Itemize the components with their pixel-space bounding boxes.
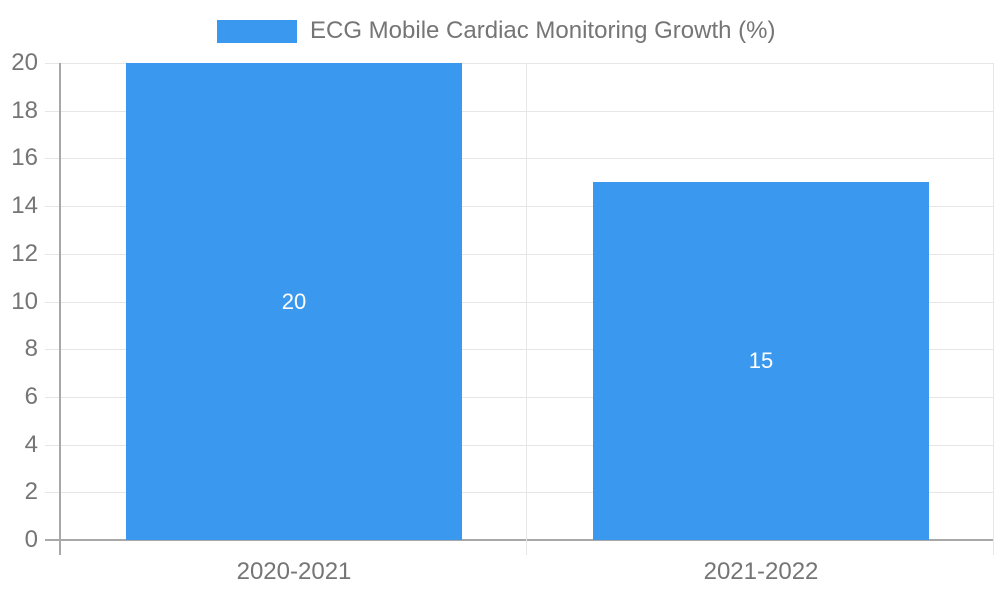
y-axis-tick-label: 18 bbox=[11, 97, 38, 124]
h-gridline bbox=[45, 445, 994, 446]
h-gridline bbox=[45, 206, 994, 207]
y-axis-tick-label: 10 bbox=[11, 288, 38, 315]
y-axis-tick-label: 14 bbox=[11, 192, 38, 219]
v-gridline bbox=[526, 63, 527, 555]
h-gridline bbox=[45, 254, 994, 255]
legend-label: ECG Mobile Cardiac Monitoring Growth (%) bbox=[310, 17, 776, 44]
y-axis-tick-label: 0 bbox=[24, 526, 38, 553]
x-axis-label-2021-2022: 2021-2022 bbox=[703, 558, 819, 585]
y-axis-tick-label: 16 bbox=[11, 144, 38, 171]
y-axis-tick-label: 6 bbox=[24, 383, 38, 410]
h-gridline bbox=[45, 158, 994, 159]
h-gridline bbox=[45, 492, 994, 493]
y-axis-tick-label: 12 bbox=[11, 240, 38, 267]
bar-value-label: 15 bbox=[748, 348, 774, 373]
y-axis-tick-label: 20 bbox=[11, 49, 38, 76]
y-axis-tick-label: 8 bbox=[24, 335, 38, 362]
legend: ECG Mobile Cardiac Monitoring Growth (%) bbox=[217, 17, 775, 45]
h-gridline bbox=[45, 111, 994, 112]
bar-2021-2022[interactable]: 15 bbox=[593, 182, 929, 540]
h-gridline bbox=[45, 349, 994, 350]
legend-item[interactable]: ECG Mobile Cardiac Monitoring Growth (%) bbox=[217, 17, 775, 45]
h-gridline bbox=[45, 397, 994, 398]
y-axis-tick-label: 2 bbox=[24, 478, 38, 505]
x-axis-label-2020-2021: 2020-2021 bbox=[236, 558, 352, 585]
x-axis-line bbox=[45, 539, 994, 541]
legend-swatch-icon bbox=[217, 19, 297, 43]
y-axis-tick-label: 4 bbox=[24, 431, 38, 458]
h-gridline bbox=[45, 63, 994, 64]
bar-value-label: 20 bbox=[281, 288, 307, 314]
bar-2020-2021[interactable]: 20 bbox=[126, 63, 462, 540]
h-gridline bbox=[45, 302, 994, 303]
y-axis-line bbox=[59, 63, 61, 555]
v-gridline bbox=[993, 63, 994, 555]
